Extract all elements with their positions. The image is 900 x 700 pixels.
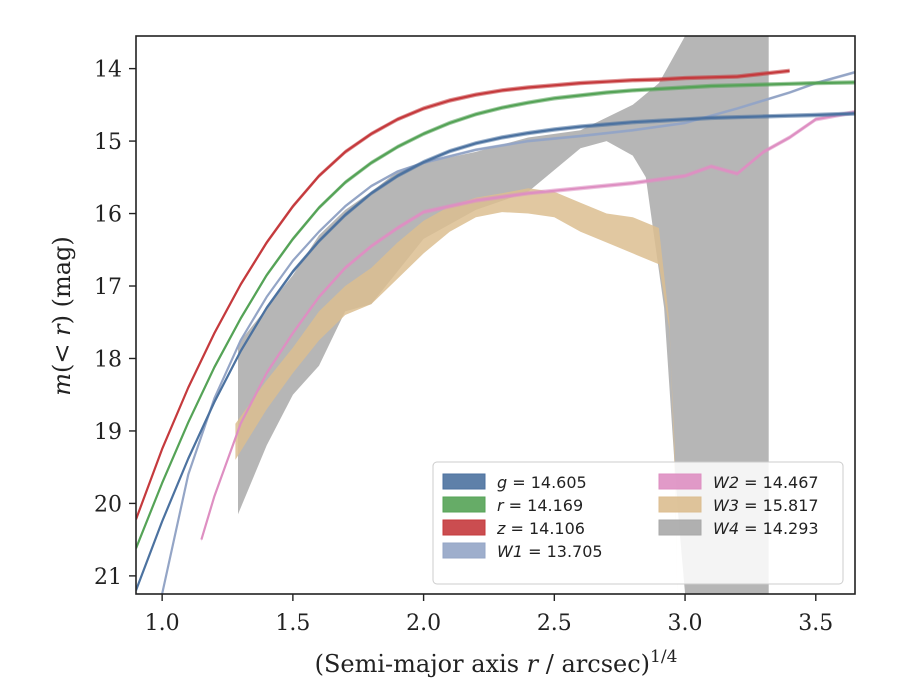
series-w3-band bbox=[235, 188, 678, 594]
series-r-line bbox=[136, 81, 855, 549]
legend-item-w2: W2 = 14.467 bbox=[658, 473, 819, 492]
legend-swatch bbox=[442, 519, 486, 536]
legend-item-w3: W3 = 15.817 bbox=[658, 496, 819, 515]
legend-label: z = 14.106 bbox=[496, 519, 585, 538]
legend-label: W3 = 15.817 bbox=[713, 496, 819, 515]
series-g-line bbox=[136, 112, 855, 591]
legend-item-w1: W1 = 13.705 bbox=[442, 542, 603, 561]
x-tick-label: 3.5 bbox=[798, 611, 833, 636]
x-tick-label: 1.5 bbox=[275, 611, 310, 636]
legend-label: W4 = 14.293 bbox=[713, 519, 819, 538]
y-tick-label: 19 bbox=[94, 420, 122, 445]
x-tick-label: 1.0 bbox=[145, 611, 180, 636]
legend-swatch bbox=[658, 496, 702, 513]
y-tick-label: 17 bbox=[94, 275, 122, 300]
y-tick-label: 14 bbox=[94, 58, 122, 83]
legend-label: r = 14.169 bbox=[497, 496, 583, 515]
y-axis-label: m(< r) (mag) bbox=[48, 236, 76, 396]
legend-label: W1 = 13.705 bbox=[497, 542, 603, 561]
y-tick-label: 18 bbox=[94, 347, 122, 372]
x-tick-label: 2.5 bbox=[537, 611, 572, 636]
x-axis-label: (Semi-major axis r / arcsec)1/4 bbox=[315, 647, 678, 678]
legend-box bbox=[432, 461, 844, 585]
legend-label: g = 14.605 bbox=[497, 473, 587, 492]
legend: g = 14.605 r = 14.169 z = 14.106 W1 = 13.70… bbox=[432, 461, 844, 585]
series-z-line bbox=[136, 69, 790, 520]
legend-swatch bbox=[658, 519, 702, 536]
y-tick-label: 21 bbox=[94, 565, 122, 590]
y-axis: 14 15 16 17 18 19 20 21 bbox=[94, 58, 136, 590]
y-tick-label: 15 bbox=[94, 130, 122, 155]
x-axis: 1.0 1.5 2.0 2.5 3.0 3.5 bbox=[145, 594, 833, 636]
legend-swatch bbox=[442, 542, 486, 559]
plot-frame bbox=[135, 35, 856, 595]
x-tick-label: 2.0 bbox=[406, 611, 441, 636]
x-tick-label: 3.0 bbox=[668, 611, 703, 636]
legend-swatch bbox=[658, 473, 702, 490]
legend-item-w4: W4 = 14.293 bbox=[658, 519, 819, 538]
y-tick-label: 16 bbox=[94, 203, 122, 228]
legend-swatch bbox=[442, 473, 486, 490]
legend-swatch bbox=[442, 496, 486, 513]
series-w2-line bbox=[200, 111, 855, 540]
legend-label: W2 = 14.467 bbox=[713, 473, 819, 492]
y-tick-label: 20 bbox=[94, 492, 122, 517]
legend-item-g: g = 14.605 bbox=[442, 473, 587, 492]
legend-item-z: z = 14.106 bbox=[442, 519, 585, 538]
legend-item-r: r = 14.169 bbox=[442, 496, 583, 515]
